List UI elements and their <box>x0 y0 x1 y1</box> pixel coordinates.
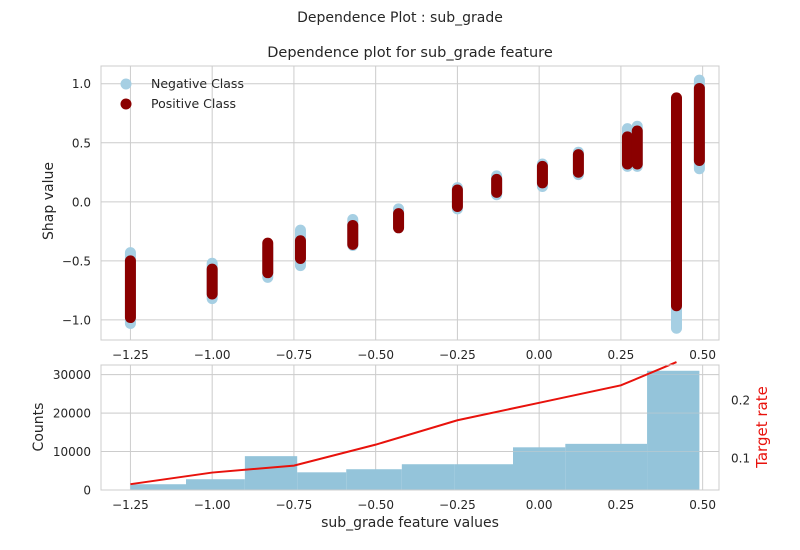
scatter-y-tick-label: 0.5 <box>72 136 91 150</box>
scatter-x-tick-label: −0.50 <box>357 348 394 362</box>
histogram-x-tick-label: 0.50 <box>689 498 716 512</box>
scatter-x-tick-label: 0.50 <box>689 348 716 362</box>
histogram-bar <box>454 464 513 490</box>
histogram-y-tick-label: 30000 <box>53 368 91 382</box>
histogram-x-axis-label: sub_grade feature values <box>321 515 499 531</box>
histogram-y-ticks: 0 10000 20000 30000 <box>53 368 91 497</box>
histogram-bar <box>130 484 187 490</box>
scatter-y-tick-label: 0.0 <box>72 195 91 209</box>
histogram-bar <box>401 464 455 490</box>
histogram-x-tick-label: 0.00 <box>526 498 553 512</box>
histogram-bar <box>297 472 347 490</box>
histogram-axes-frame <box>100 364 720 491</box>
legend-label-positive-class: Positive Class <box>151 96 236 111</box>
scatter-y-axis-label: Shap value <box>41 162 57 240</box>
figure-suptitle: Dependence Plot : sub_grade <box>297 10 503 26</box>
scatter-y-tick-label: −0.5 <box>62 254 91 268</box>
histogram-panel: −1.25 −1.00 −0.75 −0.50 −0.25 0.00 0.25 0.50 0 1… <box>31 361 771 531</box>
scatter-points <box>124 74 705 334</box>
legend-marker-negative-class <box>120 78 132 90</box>
histogram-bar <box>186 479 245 490</box>
histogram-y-tick-label: 20000 <box>53 407 91 421</box>
scatter-x-tick-label: −0.75 <box>276 348 313 362</box>
histogram-x-ticks: −1.25 −1.00 −0.75 −0.50 −0.25 0.00 0.25 0.50 <box>112 498 716 512</box>
scatter-y-tick-label: 1.0 <box>72 77 91 91</box>
scatter-y-ticks: −1.0 −0.5 0.0 0.5 1.0 <box>62 77 91 327</box>
histogram-y2-ticks: 0.1 0.2 <box>731 393 750 465</box>
scatter-panel: Dependence plot for sub_grade feature −1… <box>41 45 720 362</box>
histogram-bars <box>101 370 719 491</box>
target-rate-line <box>130 361 677 486</box>
scatter-axes-frame <box>100 65 720 341</box>
histogram-y-axis-label: Counts <box>31 403 47 452</box>
histogram-x-tick-label: −0.25 <box>439 498 476 512</box>
histogram-bar <box>244 456 298 490</box>
scatter-x-tick-label: −1.25 <box>112 348 149 362</box>
histogram-bar <box>565 443 648 490</box>
scatter-legend: Negative Class Positive Class <box>120 76 244 111</box>
histogram-y2-axis-label: Target rate <box>753 386 771 469</box>
histogram-x-tick-label: −0.75 <box>276 498 313 512</box>
scatter-x-tick-label: 0.00 <box>526 348 553 362</box>
histogram-y2-tick-label: 0.2 <box>731 393 750 407</box>
scatter-x-tick-label: −1.00 <box>194 348 231 362</box>
histogram-x-tick-label: −1.00 <box>194 498 231 512</box>
histogram-y-tick-label: 10000 <box>53 445 91 459</box>
scatter-x-tick-label: −0.25 <box>439 348 476 362</box>
histogram-bar <box>647 370 700 490</box>
legend-label-negative-class: Negative Class <box>151 76 244 91</box>
scatter-plot-area <box>101 66 719 340</box>
scatter-y-tick-label: −1.0 <box>62 313 91 327</box>
histogram-x-tick-label: −0.50 <box>357 498 394 512</box>
legend-marker-positive-class <box>120 98 132 110</box>
histogram-y-tick-label: 0 <box>83 484 91 498</box>
histogram-bar <box>513 447 566 490</box>
scatter-x-ticks: −1.25 −1.00 −0.75 −0.50 −0.25 0.00 0.25 0.50 <box>112 348 716 362</box>
histogram-y2-tick-label: 0.1 <box>731 452 750 466</box>
histogram-bar <box>346 469 402 490</box>
scatter-title: Dependence plot for sub_grade feature <box>267 45 553 61</box>
histogram-x-tick-label: −1.25 <box>112 498 149 512</box>
scatter-x-tick-label: 0.25 <box>608 348 635 362</box>
histogram-x-tick-label: 0.25 <box>608 498 635 512</box>
